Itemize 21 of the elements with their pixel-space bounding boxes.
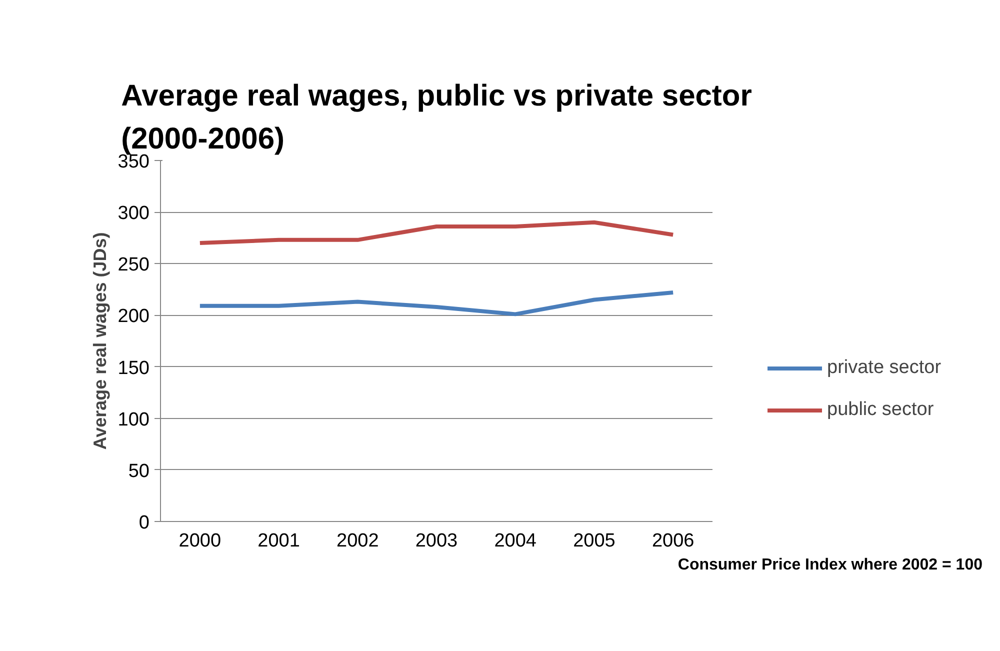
- y-tick-label: 0: [138, 512, 150, 534]
- legend-label: private sector: [827, 357, 942, 379]
- chart-title: Average real wages, public vs private sector (2000-2006): [121, 80, 752, 156]
- legend-label: public sector: [827, 399, 934, 421]
- line-series: [198, 290, 676, 316]
- text: Consumer Price Index where 2002 = 100: [678, 556, 983, 574]
- line-series: [198, 220, 676, 246]
- y-tick-label: 200: [118, 306, 150, 328]
- x-tick-label: 2004: [494, 530, 537, 552]
- x-tick-label: 2006: [652, 530, 694, 552]
- y-tick-label: 300: [118, 203, 150, 224]
- y-tick-label: 50: [128, 460, 150, 482]
- x-tick-label: 2003: [415, 530, 458, 552]
- x-tick-label: 2005: [573, 530, 616, 552]
- x-tick-label: 2002: [336, 530, 379, 552]
- y-tick-label: 100: [118, 409, 150, 430]
- x-tick-label: 2000: [178, 530, 222, 552]
- y-tick-label: 250: [118, 254, 150, 276]
- y-axis-title: Average real wages (JDs): [90, 232, 110, 450]
- x-tick-label: 2001: [258, 530, 300, 552]
- y-tick-label: 150: [118, 358, 150, 379]
